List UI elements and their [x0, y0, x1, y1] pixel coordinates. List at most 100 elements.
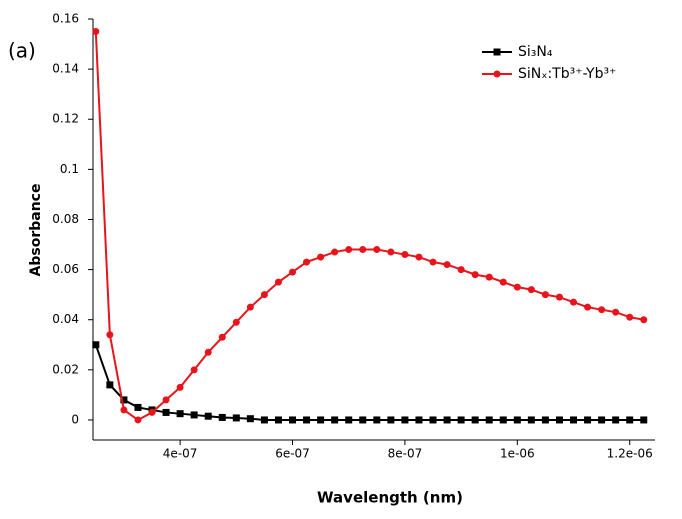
x-tick-label: 8e-07	[388, 447, 423, 461]
point	[485, 416, 493, 424]
point	[190, 411, 198, 419]
point	[134, 403, 142, 411]
point	[148, 408, 156, 416]
point	[317, 253, 325, 261]
point	[345, 416, 353, 424]
point	[499, 416, 507, 424]
y-tick-label: 0.08	[52, 212, 79, 226]
y-tick-label: 0.04	[52, 312, 79, 326]
point	[162, 396, 170, 404]
point	[260, 416, 268, 424]
point	[598, 416, 606, 424]
point	[246, 303, 254, 311]
point	[555, 293, 563, 301]
point	[303, 258, 311, 266]
point	[527, 286, 535, 294]
point	[331, 248, 339, 256]
point	[612, 416, 620, 424]
point	[204, 412, 212, 420]
point	[387, 416, 395, 424]
point	[106, 331, 114, 339]
point	[626, 313, 634, 321]
point	[274, 416, 282, 424]
x-tick-label: 6e-07	[275, 447, 310, 461]
y-tick-label: 0.16	[52, 12, 79, 26]
point	[232, 414, 240, 422]
point	[401, 416, 409, 424]
point	[429, 258, 437, 266]
point	[176, 410, 184, 418]
legend-marker	[493, 48, 501, 56]
point	[527, 416, 535, 424]
point	[429, 416, 437, 424]
point	[106, 381, 114, 389]
point	[541, 416, 549, 424]
point	[443, 261, 451, 269]
point	[457, 416, 465, 424]
point	[373, 416, 381, 424]
point	[640, 316, 648, 324]
point	[471, 416, 479, 424]
point	[92, 341, 100, 349]
point	[612, 308, 620, 316]
point	[359, 246, 367, 254]
y-tick-label: 0.1	[60, 162, 79, 176]
y-tick-label: 0	[71, 412, 79, 426]
point	[289, 416, 297, 424]
point	[134, 416, 142, 424]
point	[345, 246, 353, 254]
point	[218, 333, 226, 341]
point	[471, 271, 479, 279]
x-tick-label: 4e-07	[163, 447, 198, 461]
series-line	[94, 344, 644, 421]
point	[176, 383, 184, 391]
point	[190, 366, 198, 374]
x-tick-label: 1.2e-06	[607, 447, 653, 461]
point	[331, 416, 339, 424]
x-axis-label: Wavelength (nm)	[317, 489, 463, 507]
point	[443, 416, 451, 424]
point	[387, 248, 395, 256]
point	[120, 406, 128, 414]
point	[246, 415, 254, 423]
point	[485, 273, 493, 281]
point	[289, 268, 297, 276]
point	[415, 416, 423, 424]
point	[598, 306, 606, 314]
point	[401, 251, 409, 259]
point	[260, 291, 268, 299]
point	[513, 416, 521, 424]
y-tick-label: 0.14	[52, 62, 79, 76]
point	[457, 266, 465, 274]
point	[92, 28, 100, 36]
point	[317, 416, 325, 424]
legend-label: Si₃N₄	[518, 44, 553, 60]
point	[584, 416, 592, 424]
y-axis-label: Absorbance	[28, 184, 44, 277]
point	[303, 416, 311, 424]
point	[499, 278, 507, 286]
point	[584, 303, 592, 311]
point	[204, 348, 212, 356]
point	[162, 408, 170, 416]
y-tick-label: 0.02	[52, 362, 79, 376]
y-tick-label: 0.06	[52, 262, 79, 276]
point	[541, 291, 549, 299]
x-tick-label: 1e-06	[500, 447, 535, 461]
point	[513, 283, 521, 291]
legend-marker	[493, 70, 501, 78]
series-line	[94, 31, 644, 422]
y-tick-label: 0.12	[52, 112, 79, 126]
point	[274, 278, 282, 286]
point	[555, 416, 563, 424]
point	[570, 298, 578, 306]
point	[120, 396, 128, 404]
legend-label: SiNₓ:Tb³⁺-Yb³⁺	[518, 66, 616, 82]
annotation: (a)	[8, 39, 36, 63]
point	[218, 413, 226, 421]
point	[232, 318, 240, 326]
point	[373, 246, 381, 254]
point	[626, 416, 634, 424]
point	[415, 253, 423, 261]
